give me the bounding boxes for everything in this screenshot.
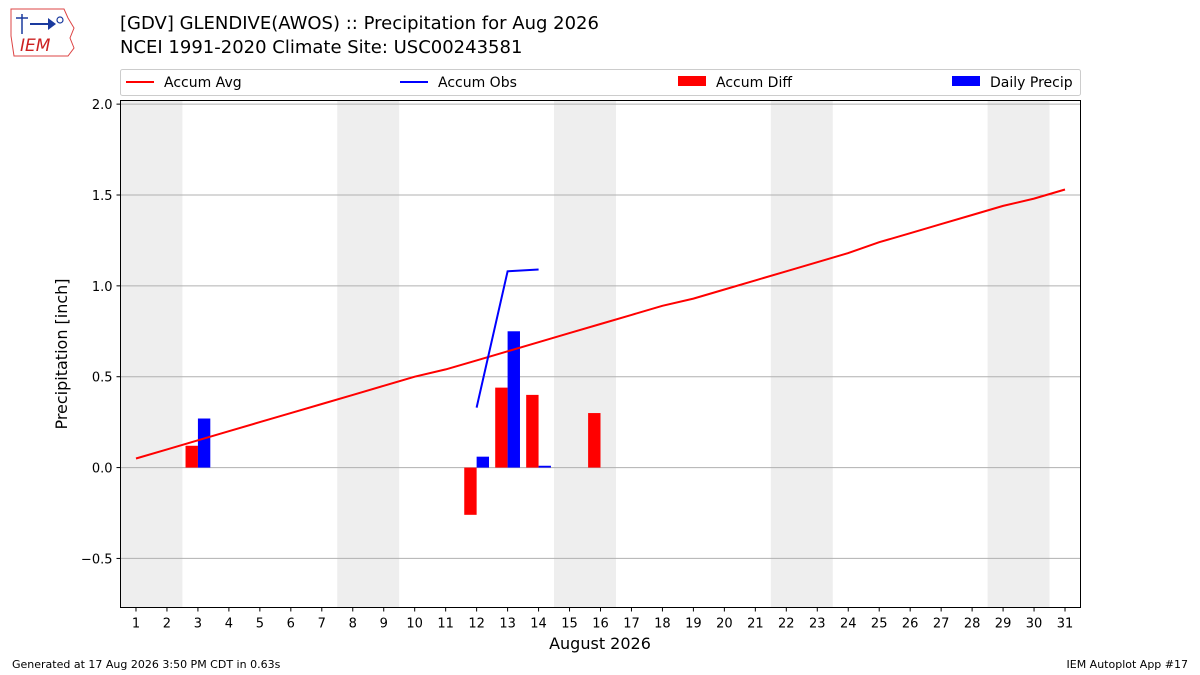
x-tick-label: 16	[592, 617, 609, 632]
weekend-band	[120, 100, 183, 608]
legend-swatch-bar	[678, 76, 706, 86]
iem-logo: IEM	[10, 8, 75, 57]
legend-swatch-bar	[952, 76, 980, 86]
x-tick-label: 3	[194, 617, 202, 632]
legend-label: Accum Diff	[716, 75, 792, 91]
footer-app-id: IEM Autoplot App #17	[1066, 658, 1189, 671]
weekend-bands	[120, 100, 1050, 608]
x-tick-label: 31	[1057, 617, 1074, 632]
logo-text: IEM	[20, 36, 51, 56]
chart-title: [GDV] GLENDIVE(AWOS) :: Precipitation fo…	[120, 13, 599, 34]
legend-label: Daily Precip	[990, 75, 1073, 91]
x-tick-label: 1	[132, 617, 140, 632]
x-tick-label: 5	[256, 617, 264, 632]
x-tick-label: 18	[654, 617, 671, 632]
daily-precip-bar	[476, 456, 490, 468]
accum-avg-line	[135, 188, 1066, 460]
x-tick-label: 29	[995, 617, 1012, 632]
x-tick-label: 27	[933, 617, 950, 632]
legend-box	[120, 69, 1081, 96]
y-tick-label: 2.0	[92, 98, 113, 113]
y-axis-label: Precipitation [inch]	[52, 278, 71, 429]
x-tick-label: 26	[902, 617, 919, 632]
x-tick-label: 14	[530, 617, 547, 632]
x-tick-label: 23	[809, 617, 826, 632]
y-tick-label: 1.0	[92, 280, 113, 295]
x-tick-label: 30	[1026, 617, 1043, 632]
grid-lines	[120, 103, 1081, 559]
series-lines	[135, 188, 1066, 460]
x-tick-label: 25	[871, 617, 888, 632]
x-tick-label: 17	[623, 617, 640, 632]
accum-diff-bar	[464, 467, 477, 515]
x-tick-label: 6	[287, 617, 295, 632]
daily-precip-bar	[197, 418, 211, 468]
x-tick-label: 10	[406, 617, 423, 632]
accum-diff-bar	[495, 387, 508, 468]
x-tick-label: 12	[468, 617, 485, 632]
x-axis-label: August 2026	[549, 634, 651, 653]
x-tick-label: 19	[685, 617, 702, 632]
x-tick-label: 4	[225, 617, 233, 632]
accum-diff-bar	[588, 413, 601, 468]
footer-generated: Generated at 17 Aug 2026 3:50 PM CDT in …	[12, 658, 281, 671]
x-tick-label: 2	[163, 617, 171, 632]
y-tick-label: −0.5	[81, 552, 113, 567]
x-tick-label: 20	[716, 617, 733, 632]
x-tick-label: 8	[349, 617, 357, 632]
accum-diff-bar	[526, 394, 539, 468]
daily-precip-bar	[538, 465, 551, 468]
weekend-band	[987, 100, 1050, 608]
x-tick-label: 7	[318, 617, 326, 632]
x-tick-label: 22	[778, 617, 795, 632]
chart-subtitle: NCEI 1991-2020 Climate Site: USC00243581	[120, 37, 523, 58]
legend-label: Accum Avg	[164, 75, 242, 91]
x-tick-label: 13	[499, 617, 516, 632]
x-tick-label: 21	[747, 617, 764, 632]
y-tick-label: 0.0	[92, 462, 113, 477]
y-tick-label: 1.5	[92, 189, 113, 204]
bars	[185, 331, 601, 515]
accum-obs-line	[475, 268, 539, 408]
x-tick-label: 9	[380, 617, 388, 632]
weekend-band	[554, 100, 616, 608]
weekend-band	[337, 100, 400, 608]
legend-label: Accum Obs	[438, 75, 517, 91]
x-tick-label: 15	[561, 617, 578, 632]
x-tick-label: 11	[437, 617, 454, 632]
daily-precip-bar	[507, 331, 520, 468]
x-tick-label: 28	[964, 617, 981, 632]
y-tick-label: 0.5	[92, 371, 113, 386]
weekend-band	[770, 100, 833, 608]
axis-ticks: −0.50.00.51.01.52.01 2 3 4 5 6 7 8 9 10 11 12 13 14 15…	[81, 98, 1073, 631]
legend: Accum Avg Accum Obs Accum Diff Daily Precip	[120, 69, 1081, 96]
accum-diff-bar	[185, 445, 198, 468]
x-tick-label: 24	[840, 617, 857, 632]
